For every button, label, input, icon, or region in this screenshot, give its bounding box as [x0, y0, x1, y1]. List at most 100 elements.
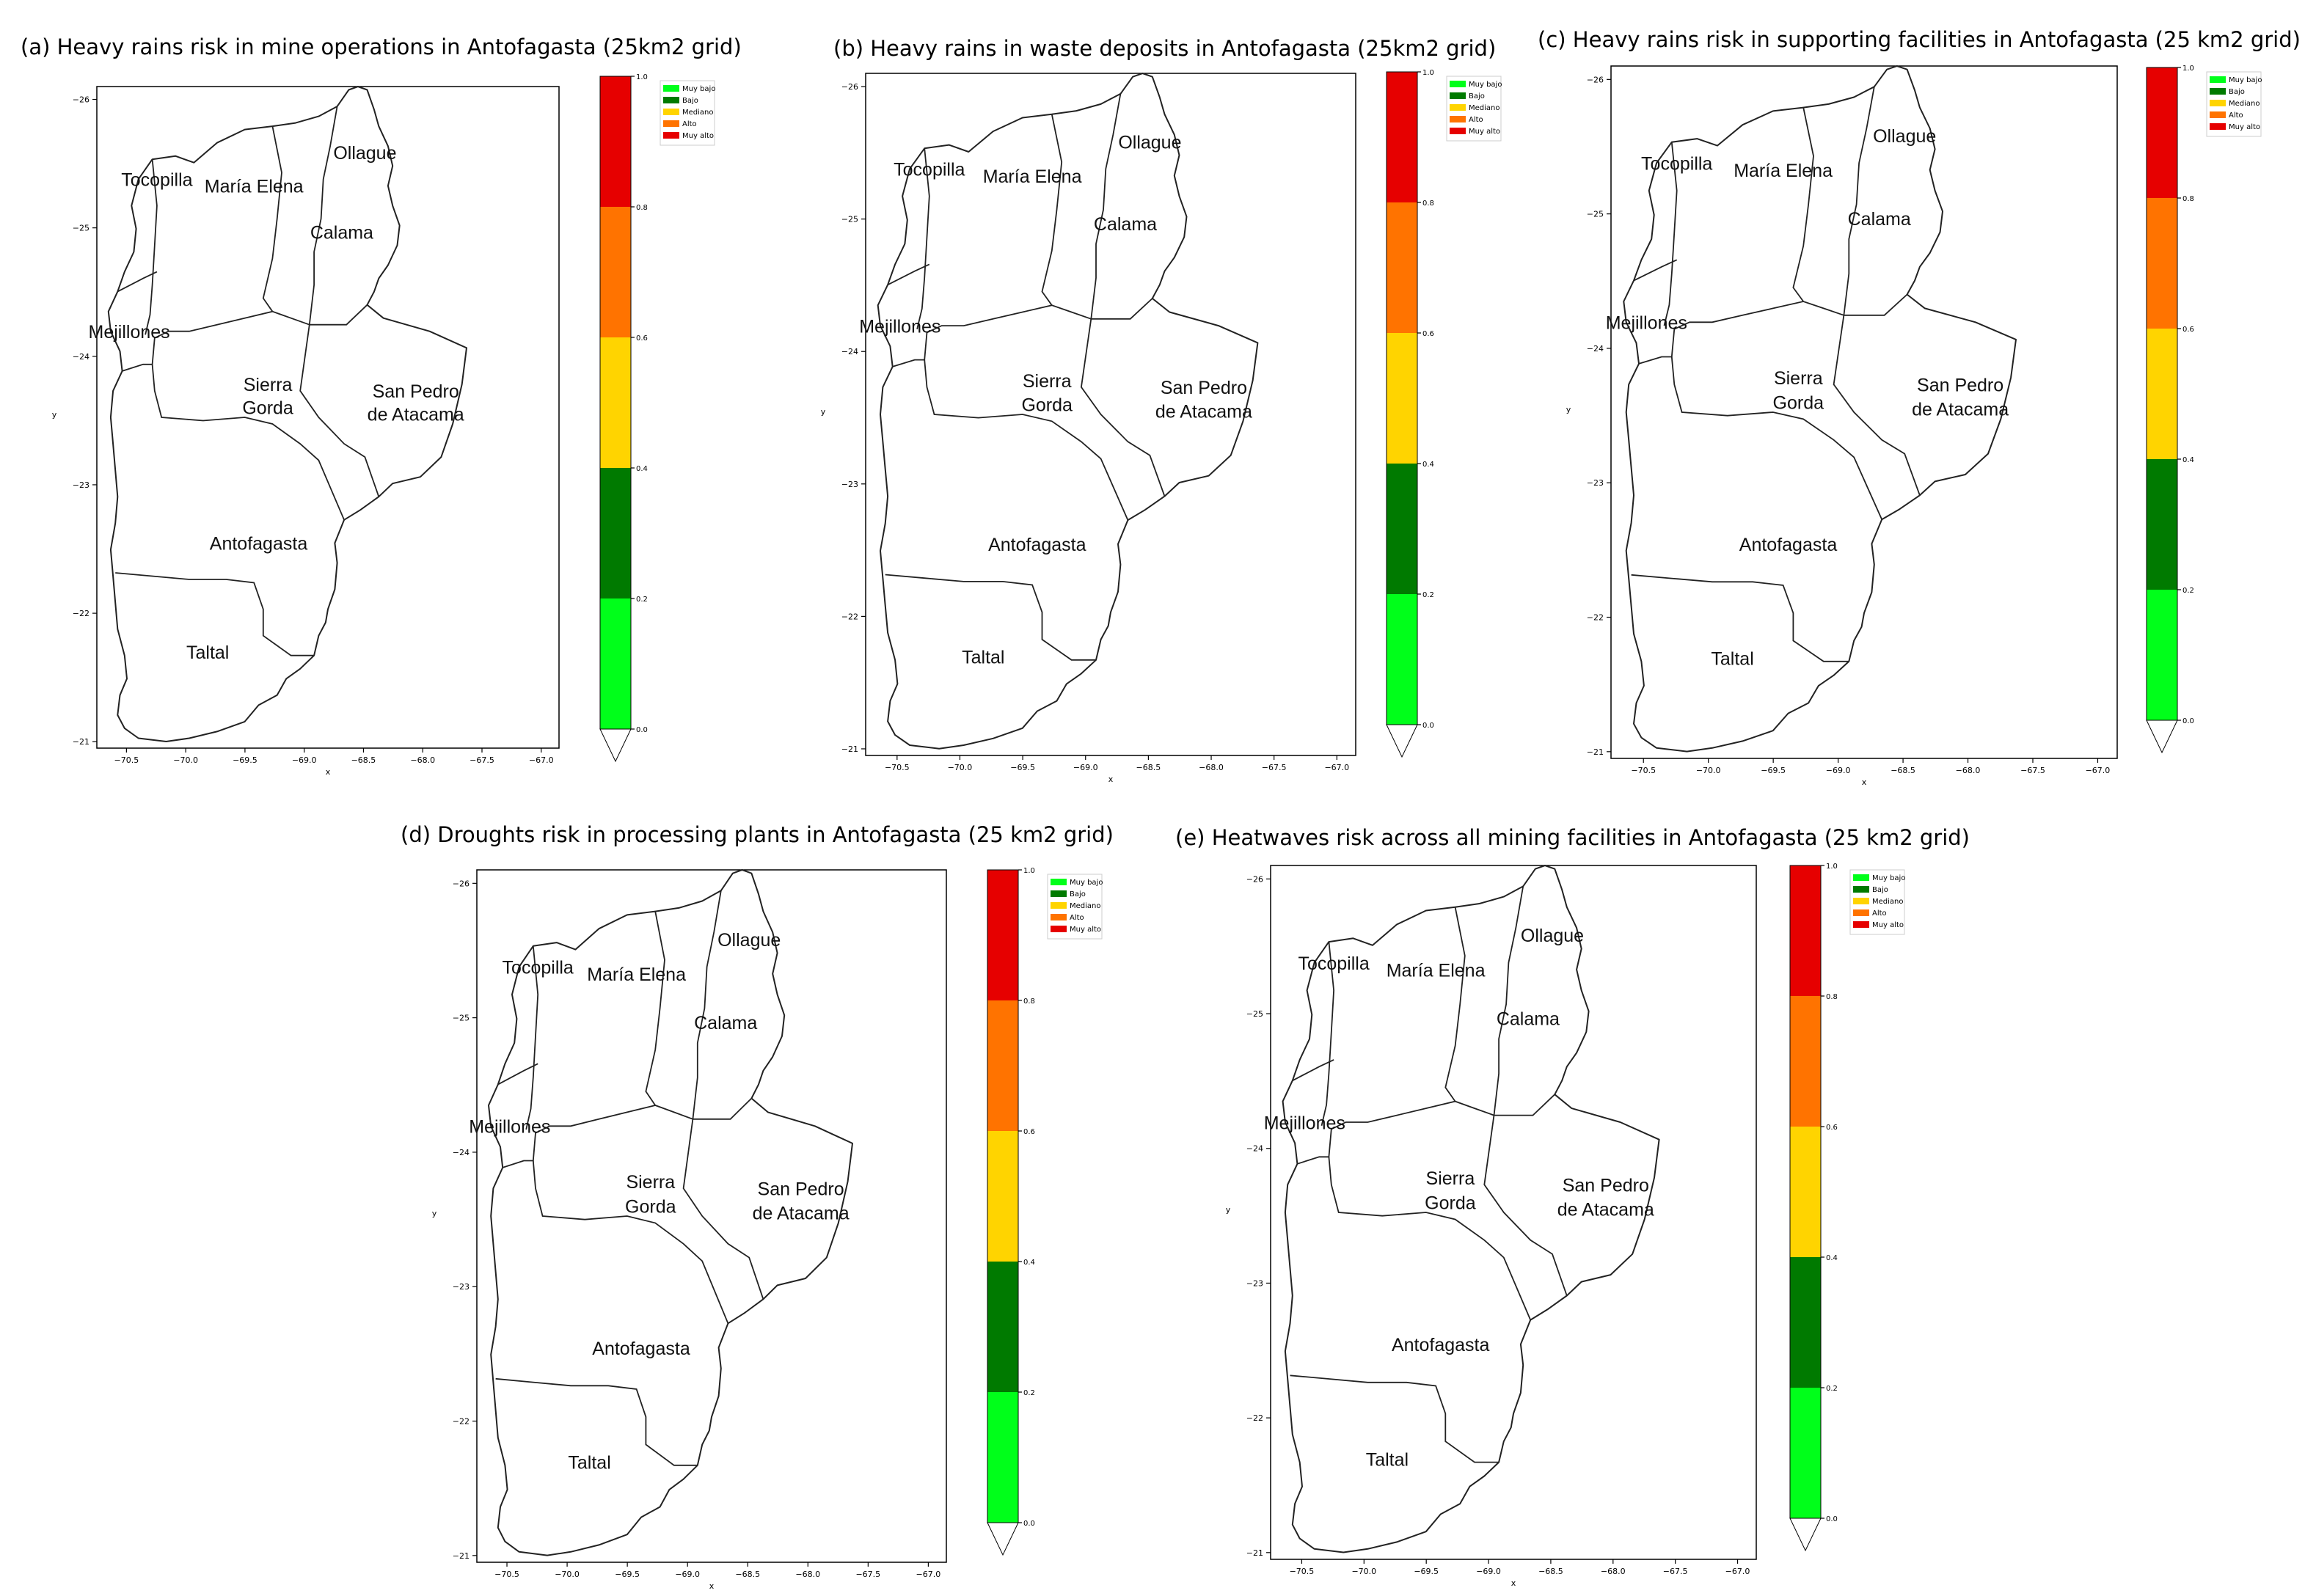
legend-label: Mediano	[1070, 902, 1101, 910]
colorbar-tick-label: 0.6	[636, 334, 648, 343]
commune-boundary	[693, 1097, 753, 1120]
panel-d: −70.5 −70.0 −69.5 −69.0 −68.5 −68.0 −67.5 −67.0…	[432, 869, 947, 1591]
y-tick-label: −21	[73, 737, 90, 747]
panel-b-axes: −70.5 −70.0 −69.5 −69.0 −68.5 −68.0 −67.5 −67.0…	[821, 82, 1349, 784]
colorbar-band-alto	[600, 207, 631, 337]
region-label: Gorda	[1425, 1193, 1476, 1213]
y-axis-label: y	[52, 410, 57, 420]
panel-a-axes: −70.5 −70.0 −69.5 −69.0 −68.5 −68.0 −67.5 −67.0…	[52, 95, 554, 777]
x-tick-label: −67.0	[2086, 766, 2111, 775]
region-label: Calama	[694, 1013, 757, 1033]
panel-a: −70.5 −70.0 −69.5 −69.0 −68.5 −68.0 −67.5 −67.0…	[52, 86, 560, 777]
y-tick-label: −23	[841, 480, 858, 489]
commune-boundary	[645, 911, 665, 1106]
region-outline	[488, 869, 853, 1556]
panel-a-title: (a) Heavy rains risk in mine operations …	[21, 34, 742, 59]
region-label: de Atacama	[1155, 402, 1252, 422]
region-label: de Atacama	[1912, 400, 2009, 420]
colorbar-tick-label: 0.8	[1422, 200, 1434, 208]
colorbar-tick-label: 0.2	[2182, 587, 2194, 595]
colorbar-band-muy-bajo	[1790, 1388, 1821, 1518]
region-label: Tocopilla	[503, 958, 574, 978]
colorbar-band-mediano	[600, 337, 631, 468]
legend-swatch	[2210, 88, 2226, 95]
panel-d-region-labels: Tocopilla María Elena Ollague Calama Mejillo…	[469, 930, 849, 1474]
legend-swatch	[2210, 76, 2226, 83]
legend-label: Bajo	[2229, 88, 2245, 96]
panel-d-axes: −70.5 −70.0 −69.5 −69.0 −68.5 −68.0 −67.5 −67.0…	[432, 879, 941, 1591]
legend-swatch	[1450, 81, 1466, 87]
x-tick-label: −70.5	[1631, 766, 1656, 775]
region-label: María Elena	[983, 166, 1082, 187]
region-label: Antofagasta	[1392, 1335, 1490, 1355]
panel-b: −70.5 −70.0 −69.5 −69.0 −68.5 −68.0 −67.5 −67.0…	[821, 73, 1356, 784]
commune-boundary	[892, 304, 1092, 367]
y-tick-label: −22	[453, 1417, 470, 1427]
colorbar-band-mediano	[1790, 1127, 1821, 1257]
colorbar-tick-label: 0.6	[2182, 326, 2194, 334]
x-tick-label: −70.5	[114, 755, 139, 765]
region-label: Tocopilla	[1641, 154, 1712, 175]
legend-label: Alto	[1872, 909, 1887, 918]
colorbar-tick-label: 0.4	[1826, 1254, 1838, 1262]
x-tick-label: −67.0	[1725, 1567, 1750, 1576]
legend-swatch	[1051, 879, 1067, 885]
legend-swatch	[1051, 890, 1067, 897]
y-tick-label: −25	[453, 1014, 470, 1023]
legend-label: Muy alto	[682, 132, 714, 140]
region-label: Ollague	[717, 930, 781, 951]
colorbar-band-muy-alto	[2147, 67, 2177, 198]
y-tick-label: −26	[841, 82, 858, 92]
region-label: San Pedro	[1917, 376, 2003, 396]
colorbar-tick-label: 0.4	[2182, 456, 2194, 464]
commune-boundary	[1444, 907, 1466, 1102]
commune-boundary	[151, 364, 345, 521]
panel-a-map	[107, 86, 467, 742]
colorbar-band-muy-alto	[600, 76, 631, 207]
region-label: Calama	[310, 223, 373, 244]
colorbar-tick-label: 0.8	[1023, 997, 1035, 1006]
region-label: Mejillones	[859, 316, 940, 337]
commune-boundary	[532, 1160, 729, 1324]
commune-boundary	[1833, 87, 1921, 496]
region-outline	[1282, 865, 1660, 1553]
y-tick-label: −22	[841, 612, 858, 621]
legend-swatch	[2210, 123, 2226, 130]
region-label: Calama	[1094, 214, 1157, 235]
x-tick-label: −69.5	[615, 1570, 640, 1579]
legend-swatch	[1051, 914, 1067, 920]
colorbar-tick-label: 0.0	[1422, 722, 1434, 730]
y-tick-label: −25	[841, 215, 858, 224]
colorbar-band-mediano	[2147, 329, 2177, 459]
commune-boundary	[885, 574, 1096, 661]
y-tick-label: −26	[1587, 75, 1604, 84]
commune-boundary	[309, 304, 368, 326]
x-tick-label: −69.5	[1414, 1567, 1439, 1576]
x-tick-label: −69.0	[1826, 766, 1851, 775]
colorbar-band-muy-alto	[987, 870, 1018, 1000]
region-label: María Elena	[587, 964, 686, 985]
y-tick-label: −26	[73, 95, 90, 105]
x-tick-label: −68.5	[735, 1570, 760, 1579]
colorbar-tick-label: 1.0	[1023, 867, 1035, 875]
region-label: Antofagasta	[592, 1339, 690, 1359]
legend-label: Alto	[2229, 111, 2243, 120]
commune-boundary	[525, 945, 539, 1130]
region-label: María Elena	[205, 176, 304, 197]
commune-boundary	[1792, 107, 1814, 302]
legend-swatch	[1853, 921, 1869, 928]
x-tick-label: −69.5	[1761, 766, 1786, 775]
colorbar-tick-label: 0.8	[636, 204, 648, 212]
x-tick-label: −69.0	[675, 1570, 700, 1579]
legend-swatch	[663, 109, 679, 115]
region-label: de Atacama	[368, 405, 464, 425]
panel-b-map	[877, 73, 1259, 750]
region-label: Sierra	[1023, 371, 1072, 392]
y-tick-label: −23	[73, 480, 90, 490]
y-axis-label: y	[432, 1209, 437, 1218]
commune-boundary	[115, 572, 315, 656]
region-label: Ollague	[1873, 126, 1936, 147]
panel-b-colorbar: 0.0 0.2 0.4 0.6 0.8 1.0 Muy bajo Bajo Mediano Alt…	[1386, 69, 1502, 758]
x-tick-label: −69.5	[233, 755, 257, 765]
